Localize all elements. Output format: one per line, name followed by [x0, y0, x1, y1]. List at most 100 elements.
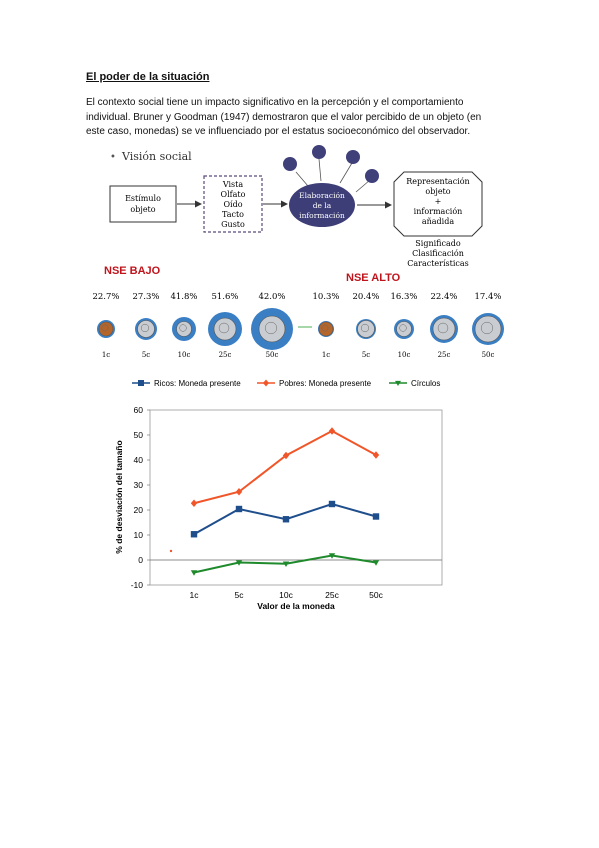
low-denom: 10c — [178, 351, 191, 359]
representation-text: + — [435, 197, 442, 206]
low-pct: 51.6% — [211, 292, 238, 302]
elaboration-ellipse — [289, 183, 355, 227]
legend-label: Círculos — [411, 379, 440, 388]
senses-box — [203, 175, 263, 233]
vision-social-diagram: • Visión social Estímulo objeto Vista Ol… — [109, 145, 483, 268]
high-denom: 1c — [322, 351, 330, 359]
stimulus-text: Estímulo — [125, 194, 161, 203]
data-point — [235, 488, 243, 496]
y-tick-label: 0 — [138, 555, 143, 565]
high-denom: 5c — [362, 351, 370, 359]
coin-portrait — [218, 322, 230, 334]
sense-item: Oído — [223, 200, 242, 209]
coin-portrait — [101, 324, 109, 332]
high-pct: 20.4% — [352, 292, 379, 302]
plot-area — [149, 409, 443, 586]
coin-icon — [258, 315, 286, 343]
sense-item: Vista — [222, 180, 244, 189]
y-tick-label: 20 — [134, 505, 144, 515]
stray-dot — [169, 549, 173, 553]
data-point — [282, 451, 290, 460]
low-pct: 42.0% — [258, 292, 285, 302]
data-point — [282, 561, 290, 567]
high-denom: 50c — [482, 351, 495, 359]
small-circle — [312, 145, 326, 159]
low-denom: 25c — [219, 351, 232, 359]
x-tick-label: 25c — [325, 590, 339, 600]
small-circle — [346, 150, 360, 164]
low-denom: 5c — [142, 351, 150, 359]
sense-item: Tacto — [222, 210, 244, 219]
diagram-title: Visión social — [121, 150, 192, 163]
data-point — [282, 516, 290, 523]
data-point — [190, 570, 198, 576]
data-point — [235, 505, 243, 513]
representation-text: objeto — [425, 187, 450, 196]
y-tick-label: 40 — [134, 455, 144, 465]
legend-label: Pobres: Moneda presente — [279, 379, 372, 388]
elaboration-text: de la — [313, 201, 332, 210]
coin-portrait — [437, 322, 449, 334]
outcome-text: Significado — [415, 239, 461, 248]
y-axis-label: % de desviación del tamaño — [114, 440, 124, 553]
high-pct: 10.3% — [312, 292, 339, 302]
data-point — [328, 553, 336, 559]
elaboration-text: Elaboración — [299, 191, 345, 200]
legend-label: Ricos: Moneda presente — [154, 379, 241, 388]
coin-portrait — [399, 324, 407, 332]
coin-portrait — [264, 321, 278, 335]
line-chart: -10 0 10 20 30 40 50 60 1c 5c 10c 25c 50c % de desv… — [114, 379, 443, 611]
high-denom: 10c — [398, 351, 411, 359]
nse-alto-label: NSE ALTO — [346, 272, 401, 284]
x-axis-label: Valor de la moneda — [257, 601, 335, 611]
bullet-icon: • — [110, 152, 116, 163]
coin-portrait — [140, 323, 150, 333]
high-pct: 22.4% — [430, 292, 457, 302]
coin-icon — [137, 320, 155, 338]
data-point — [372, 560, 380, 566]
low-pct: 22.7% — [92, 292, 119, 302]
coin-icon — [98, 321, 114, 337]
x-tick-label: 50c — [369, 590, 383, 600]
low-denom: 1c — [102, 351, 110, 359]
representation-text: añadida — [422, 217, 454, 226]
x-tick-label: 1c — [190, 590, 200, 600]
data-point — [328, 427, 336, 435]
data-point — [235, 560, 243, 566]
paragraph-line: individual. Bruner y Goodman (1947) demo… — [86, 111, 482, 123]
sense-item: Olfato — [221, 190, 246, 199]
small-circle — [283, 157, 297, 171]
representation-box — [393, 171, 483, 237]
elaboration-text: información — [299, 211, 345, 220]
coin-icon — [176, 321, 192, 337]
high-pct: 16.3% — [390, 292, 417, 302]
stimulus-text: objeto — [130, 205, 155, 214]
x-tick-label: 10c — [279, 590, 293, 600]
data-point — [372, 513, 380, 520]
nse-bajo-label: NSE BAJO — [104, 265, 161, 277]
data-point — [138, 380, 144, 386]
y-tick-label: 30 — [134, 480, 144, 490]
coin-portrait — [321, 324, 329, 332]
coin-icon — [357, 320, 375, 338]
high-pct: 17.4% — [474, 292, 501, 302]
data-point — [328, 500, 336, 508]
data-point — [395, 380, 401, 386]
coin-portrait — [480, 321, 494, 335]
data-point — [190, 531, 198, 538]
low-pct: 41.8% — [170, 292, 197, 302]
section-heading: El poder de la situación — [86, 71, 210, 83]
coin-icon — [474, 315, 502, 343]
coin-icon — [396, 321, 412, 337]
intro-paragraph: El contexto social tiene un impacto sign… — [86, 96, 526, 140]
coin-figure: NSE BAJO NSE ALTO 22.7% 27.3% 41.8% 51.6% 42… — [92, 265, 504, 359]
outcome-text: Características — [407, 259, 469, 268]
small-circle — [365, 169, 379, 183]
input-circles — [283, 145, 379, 193]
low-denom: 50c — [266, 351, 279, 359]
coin-portrait — [360, 323, 370, 333]
y-tick-label: 60 — [134, 405, 144, 415]
low-pct: 27.3% — [132, 292, 159, 302]
paragraph-line: El contexto social tiene un impacto sign… — [86, 97, 464, 108]
